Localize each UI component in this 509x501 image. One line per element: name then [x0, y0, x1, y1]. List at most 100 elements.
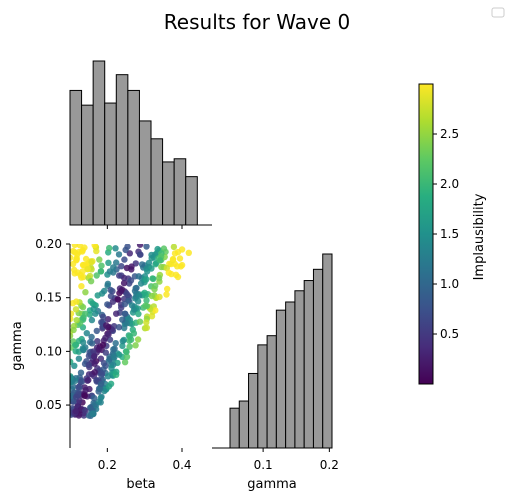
scatter-point: [110, 264, 117, 271]
scatter-point: [127, 277, 135, 284]
scatter-point: [71, 377, 79, 385]
scatter-point: [155, 274, 163, 282]
gamma-hist-bar: [238, 400, 250, 449]
colorbar-label: Implausibility: [472, 193, 487, 280]
beta-hist-bar: [115, 74, 129, 226]
scatter-point: [87, 404, 94, 411]
scatter-point: [116, 351, 123, 358]
scatter-point: [96, 256, 103, 263]
scatter-point: [111, 354, 118, 361]
beta-histogram: [69, 60, 198, 229]
scatter-point: [170, 244, 178, 251]
colorbar-tick-label: 1.0: [440, 277, 459, 291]
scatter-point: [90, 348, 97, 355]
scatter-point: [112, 245, 119, 252]
beta-hist-bar: [69, 89, 83, 226]
scatter-y-tick-label: 0.20: [35, 237, 62, 251]
scatter-point: [72, 306, 80, 313]
scatter-point: [103, 322, 110, 329]
scatter-y-tick-label: 0.15: [35, 291, 62, 305]
scatter-point: [97, 380, 105, 387]
scatter-point: [106, 244, 113, 252]
gamma-hist-bar: [257, 344, 268, 449]
scatter-point: [79, 345, 87, 352]
scatter-point: [174, 263, 181, 270]
scatter-point: [132, 342, 139, 349]
scatter-point: [95, 346, 102, 353]
scatter-point: [107, 292, 115, 300]
beta-hist-bar: [138, 120, 152, 226]
scatter-point: [152, 307, 159, 314]
scatter-point: [88, 333, 95, 341]
scatter-point: [113, 310, 120, 317]
scatter-point: [105, 383, 113, 390]
scatter-point: [112, 340, 119, 347]
colorbar-tick-label: 2.5: [440, 127, 459, 141]
scatter-point: [75, 355, 83, 362]
scatter-point: [70, 374, 74, 381]
scatter-point: [118, 263, 125, 270]
scatter-point: [136, 292, 143, 299]
scatter-point: [154, 245, 161, 253]
scatter-point: [123, 264, 131, 272]
beta-hist-bar: [104, 102, 117, 226]
scatter-point: [92, 310, 99, 317]
scatter-point: [163, 291, 170, 298]
scatter-point: [123, 348, 130, 356]
scatter-point: [169, 255, 177, 263]
beta-hist-bar: [162, 161, 175, 226]
scatter-point: [121, 359, 129, 366]
colorbar-tick-label: 0.5: [440, 327, 459, 341]
scatter-point: [121, 300, 128, 308]
scatter-point: [104, 301, 111, 308]
scatter-y-tick-label: 0.10: [35, 344, 62, 358]
scatter-point: [78, 283, 85, 290]
gamma-x-tick-label: 0.1: [254, 458, 273, 472]
scatter-point: [148, 313, 156, 320]
scatter-point: [97, 355, 105, 362]
scatter-point: [102, 349, 110, 356]
scatter-point: [123, 320, 130, 327]
scatter-point: [118, 287, 125, 295]
scatter-point: [137, 251, 144, 258]
gamma-hist-bar: [285, 301, 296, 449]
scatter-point: [102, 334, 109, 341]
scatter-point: [119, 342, 126, 350]
scatter-point: [115, 324, 123, 331]
scatter-point: [87, 278, 95, 285]
scatter-axes: 0.2 0.4 0.05 0.10 0.15 0.20: [35, 237, 191, 472]
scatter-point: [135, 273, 142, 280]
gamma-hist-bar: [322, 253, 333, 449]
scatter-x-tick-label: 0.4: [172, 458, 191, 472]
scatter-point: [70, 254, 74, 261]
scatter-point: [108, 365, 115, 372]
scatter-point: [73, 393, 80, 401]
scatter-point: [121, 310, 129, 317]
gamma-hist-bar: [312, 268, 324, 449]
scatter-point: [90, 353, 98, 360]
colorbar-ticks: 0.5 1.0 1.5 2.0 2.5: [433, 127, 459, 341]
scatter-point: [70, 332, 74, 339]
scatter-point: [82, 255, 90, 263]
scatter-point: [72, 408, 80, 415]
beta-hist-bar: [185, 176, 198, 226]
scatter-point: [93, 247, 100, 255]
beta-hist-bar: [92, 60, 106, 226]
scatter-x-axis-label: beta: [126, 477, 155, 492]
scatter-point: [148, 292, 156, 300]
scatter-point: [85, 352, 93, 360]
colorbar-tick-label: 1.5: [440, 227, 459, 241]
beta-hist-bar: [173, 158, 187, 226]
colorbar: [418, 83, 434, 385]
figure-title: Results for Wave 0: [164, 10, 350, 34]
scatter-point: [82, 310, 89, 317]
scatter-point: [134, 298, 142, 305]
scatter-point: [156, 257, 164, 264]
gamma-histogram: [229, 253, 333, 449]
scatter-point: [120, 279, 128, 287]
scatter-point: [70, 310, 75, 317]
scatter-point: [152, 282, 159, 290]
scatter-point: [104, 316, 112, 323]
scatter-point: [88, 258, 95, 266]
